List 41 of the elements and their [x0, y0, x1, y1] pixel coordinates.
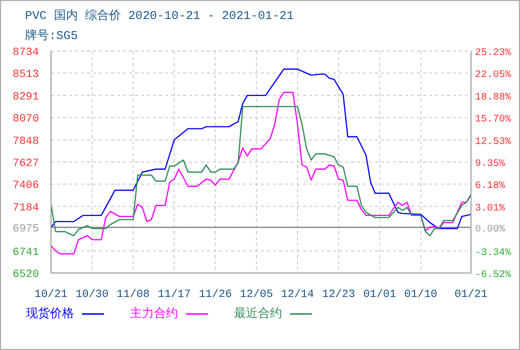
y2-tick-label: 9.35%: [475, 159, 506, 170]
y2-tick-label: 22.05%: [475, 70, 512, 82]
line-series: [51, 106, 471, 236]
y2-tick-label: 25.23%: [475, 48, 512, 59]
y-tick-label: 8513: [12, 69, 39, 82]
x-tick-label: 11/26: [198, 288, 232, 301]
x-tick-label: 12/23: [322, 288, 356, 301]
line-series: [51, 92, 471, 254]
y2-tick-label: -6.52%: [475, 270, 512, 281]
y2-tick-label: -3.34%: [475, 248, 512, 259]
x-tick-label: 12/05: [240, 288, 273, 301]
y2-tick-label: 3.01%: [475, 203, 506, 214]
y2-tick-label: 0.00%: [475, 224, 506, 236]
y-tick-label: 6975: [12, 223, 39, 236]
y-tick-label: 7406: [12, 180, 39, 192]
x-tick-label: 01/10: [404, 288, 438, 301]
y-tick-label: 6520: [12, 269, 39, 281]
y-tick-label: 6741: [12, 246, 40, 259]
y2-tick-label: 6.18%: [475, 181, 506, 192]
y-tick-label: 7184: [12, 202, 40, 214]
legend-label: 主力合约: [130, 306, 178, 322]
y2-tick-label: 12.53%: [475, 136, 512, 148]
y-tick-label: 8291: [12, 91, 40, 104]
line-series: [51, 68, 471, 230]
x-tick-label: 11/17: [158, 288, 191, 301]
y-tick-label: 8070: [12, 114, 39, 126]
x-tick-label: 11/08: [116, 288, 150, 301]
y-tick-label: 8734: [12, 47, 40, 59]
y2-tick-label: 15.70%: [475, 114, 512, 126]
legend-label: 现货价格: [26, 306, 74, 322]
y-tick-label: 7627: [12, 158, 39, 170]
legend-label: 最近合约: [234, 306, 282, 322]
x-tick-label: 12/14: [281, 288, 314, 301]
x-tick-label: 10/21: [34, 288, 68, 301]
x-tick-label: 10/30: [76, 288, 109, 301]
y2-tick-label: 18.88%: [475, 92, 512, 104]
chart-title: PVC 国内 综合价 2020-10-21 - 2021-01-21: [25, 8, 294, 24]
x-tick-label: 01/21: [454, 288, 488, 301]
y-tick-label: 7848: [12, 136, 39, 148]
chart-subtitle: 牌号:SG5: [25, 28, 78, 44]
x-tick-label: 01/01: [363, 288, 397, 301]
